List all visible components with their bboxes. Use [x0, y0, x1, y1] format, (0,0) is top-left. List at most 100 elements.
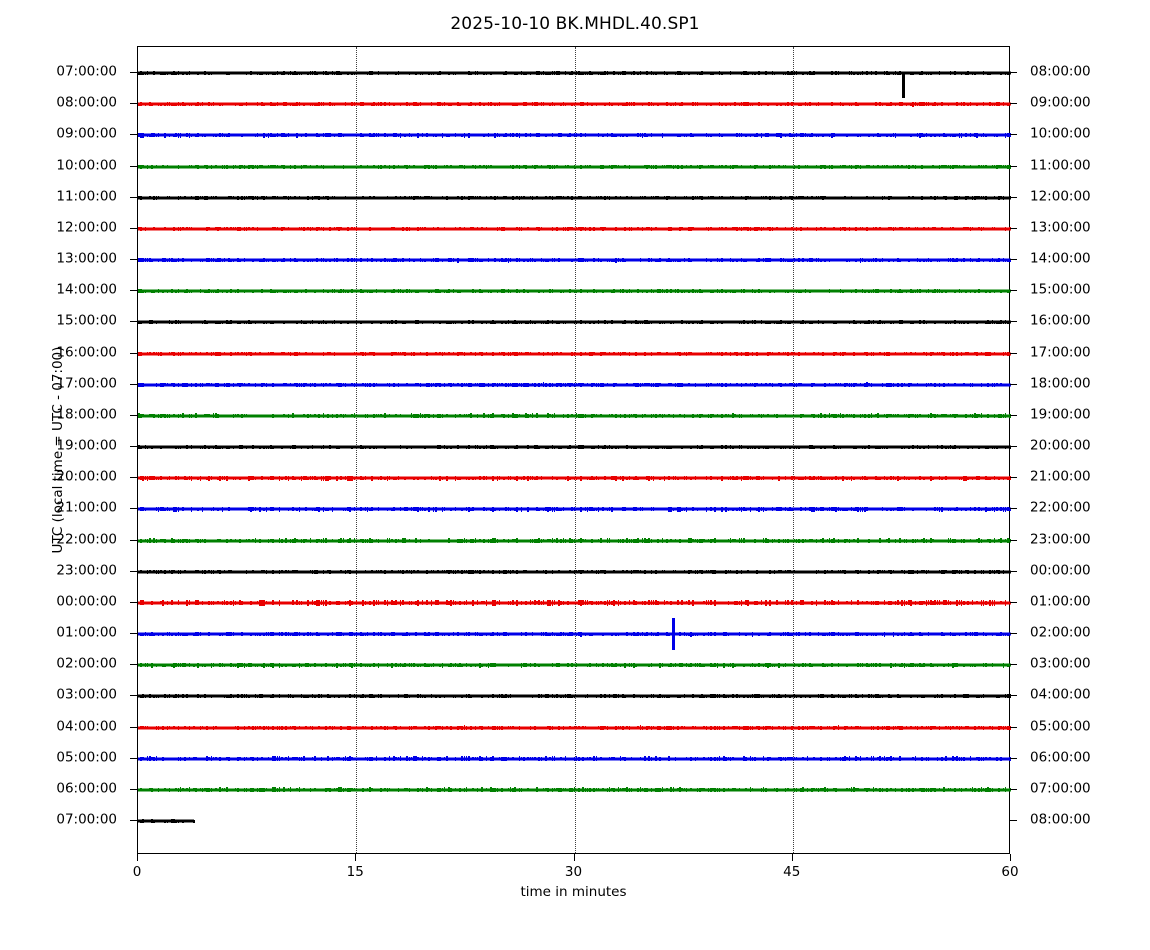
trace-noise — [998, 569, 1000, 574]
trace-noise — [188, 663, 191, 668]
trace-noise — [908, 196, 910, 200]
trace-noise — [982, 663, 985, 668]
trace-noise — [802, 71, 804, 75]
trace-noise — [795, 632, 798, 636]
trace-noise — [655, 600, 657, 606]
trace-noise — [604, 227, 606, 231]
trace-noise — [998, 195, 1000, 200]
trace-noise — [809, 663, 811, 668]
trace-noise — [490, 538, 492, 543]
trace-noise — [446, 320, 448, 324]
trace-noise — [780, 227, 782, 230]
trace-noise — [793, 352, 796, 355]
trace-noise — [655, 227, 657, 231]
trace-noise — [980, 507, 983, 511]
trace-noise — [795, 445, 798, 449]
trace-noise — [151, 289, 153, 293]
trace-noise — [927, 632, 930, 636]
trace-noise — [850, 196, 853, 200]
trace-noise — [369, 196, 371, 200]
trace-noise — [276, 258, 279, 262]
trace-noise — [162, 289, 164, 293]
trace-noise — [267, 352, 270, 355]
trace-noise — [560, 352, 562, 355]
trace-noise — [520, 476, 523, 480]
trace-noise — [701, 71, 703, 75]
trace-noise — [494, 102, 496, 106]
trace-noise — [190, 320, 193, 324]
trace-noise — [538, 538, 540, 543]
trace-noise — [525, 290, 527, 293]
trace-noise — [859, 133, 862, 137]
trace-noise — [384, 632, 386, 636]
trace-noise — [586, 258, 589, 262]
y-axis-left-ticks — [130, 46, 138, 854]
trace-noise — [217, 601, 219, 605]
trace-noise — [718, 352, 721, 355]
trace-noise — [344, 382, 347, 387]
trace-noise — [947, 102, 950, 106]
trace-noise — [140, 226, 142, 231]
trace-noise — [949, 600, 952, 605]
trace-noise — [824, 445, 826, 449]
trace-noise — [899, 227, 901, 231]
trace-noise — [463, 600, 466, 605]
trace-noise — [179, 663, 182, 668]
trace-noise — [245, 351, 248, 356]
trace-noise — [930, 663, 932, 668]
trace-noise — [430, 570, 433, 574]
y-axis-left-tick-label: 17:00:00 — [56, 374, 117, 391]
trace-noise — [527, 382, 529, 387]
trace-noise — [888, 694, 890, 699]
trace-noise — [646, 694, 648, 698]
trace-noise — [890, 569, 892, 574]
trace-noise — [241, 352, 243, 355]
trace-noise — [767, 133, 769, 138]
trace-noise — [666, 165, 668, 168]
trace-noise — [736, 226, 738, 231]
trace-noise — [468, 569, 470, 574]
trace-noise — [655, 632, 657, 636]
trace-noise — [204, 569, 206, 574]
trace-noise — [424, 663, 426, 668]
trace-noise — [331, 446, 334, 448]
trace-noise — [586, 196, 589, 200]
trace-noise — [949, 71, 952, 75]
trace-noise — [672, 320, 675, 324]
trace-noise — [679, 570, 681, 573]
trace-noise — [828, 507, 831, 512]
trace-noise — [490, 507, 492, 511]
trace-noise — [998, 694, 1000, 698]
trace-noise — [861, 71, 864, 75]
trace-noise — [710, 258, 712, 262]
trace-noise — [311, 507, 314, 511]
trace-noise — [582, 445, 584, 449]
trace-noise — [140, 600, 142, 606]
trace-noise — [729, 196, 732, 200]
trace-noise — [457, 102, 459, 107]
trace-noise — [287, 133, 290, 138]
trace-noise — [817, 694, 820, 699]
trace-noise — [699, 663, 701, 668]
trace-noise — [809, 445, 811, 449]
trace-noise — [952, 538, 954, 543]
trace-noise — [182, 227, 184, 231]
trace-noise — [155, 352, 158, 355]
trace-noise — [837, 694, 840, 699]
trace-noise — [307, 694, 309, 698]
trace-noise — [923, 133, 925, 137]
trace-noise — [175, 133, 177, 138]
trace-noise — [549, 102, 551, 106]
trace-noise — [705, 382, 708, 387]
trace-noise — [162, 382, 164, 387]
trace-noise — [864, 476, 866, 481]
trace-noise — [831, 600, 833, 606]
trace-noise — [758, 445, 760, 449]
trace-noise — [542, 351, 545, 356]
y-axis-left-tick-label: 21:00:00 — [56, 499, 117, 516]
trace-noise — [831, 507, 833, 512]
trace-noise — [303, 320, 305, 324]
trace-noise — [404, 476, 406, 480]
trace-noise — [505, 694, 507, 699]
trace-noise — [738, 600, 741, 605]
